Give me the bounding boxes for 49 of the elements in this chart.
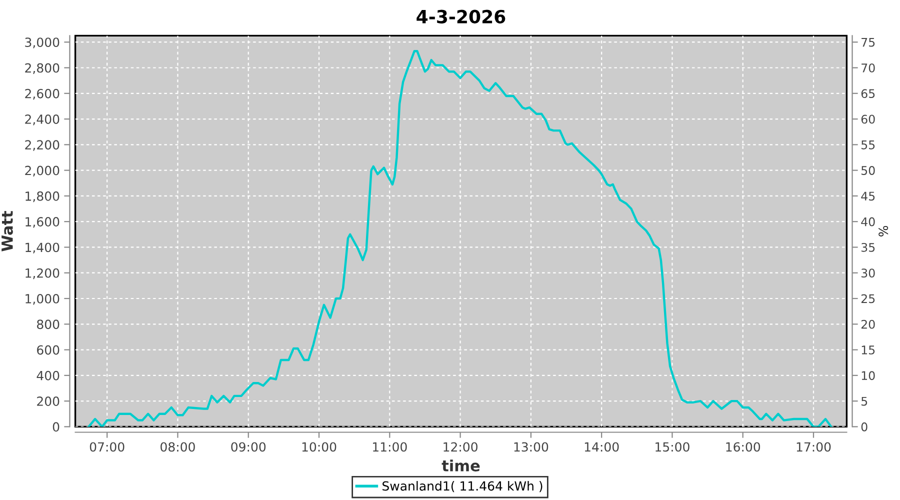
y2-tick-label: 50 (862, 166, 875, 175)
y-tick-label: 2,400 (25, 114, 60, 126)
y2-tick-label: 75 (862, 38, 875, 47)
y2-tick-label: 40 (861, 217, 875, 226)
x-tick-label: 13:00 (514, 442, 548, 452)
y-tick-label: 200 (37, 396, 60, 406)
y-axis-title: Watt (2, 210, 13, 252)
chart-title: 4-3-2026 (416, 10, 506, 24)
y2-tick-label: 55 (862, 140, 875, 150)
y-tick-label: 2,600 (25, 88, 60, 100)
y2-tick-label: 60 (861, 114, 875, 124)
y-tick-label: 3,000 (25, 38, 60, 48)
x-axis-title: time (442, 460, 480, 472)
y2-axis-title: % (878, 226, 888, 236)
y2-tick-label: 65 (861, 89, 875, 98)
y-tick-label: 1,600 (26, 217, 60, 228)
y-tick-label: 1,000 (26, 294, 60, 305)
y2-tick-label: 5 (862, 396, 868, 406)
y-tick-label: 800 (37, 320, 60, 330)
y-tick-label: 2,200 (25, 140, 60, 151)
y2-tick-label: 30 (861, 268, 875, 278)
x-tick-label: 15:00 (656, 442, 690, 452)
x-tick-label: 14:00 (584, 442, 619, 452)
x-tick-label: 09:00 (231, 442, 266, 452)
y2-tick-label: 20 (861, 320, 875, 329)
y-tick-label: 1,400 (26, 242, 60, 254)
y2-tick-label: 45 (861, 192, 875, 201)
y2-tick-label: 0 (861, 422, 868, 432)
y-tick-label: 2,800 (25, 63, 60, 74)
y-tick-label: 0 (52, 422, 60, 432)
x-tick-label: 17:00 (796, 442, 831, 452)
line-series (88, 50, 832, 427)
y-tick-label: 1,200 (26, 268, 60, 280)
y-tick-label: 1,800 (26, 191, 60, 202)
x-tick-label: 12:00 (444, 442, 478, 452)
y2-tick-label: 70 (862, 63, 875, 72)
y2-tick-label: 25 (861, 294, 875, 304)
x-tick-label: 07:00 (90, 442, 124, 452)
x-tick-label: 10:00 (302, 442, 336, 452)
y-tick-label: 2,000 (25, 166, 60, 177)
x-tick-label: 08:00 (160, 442, 195, 452)
y-tick-label: 400 (36, 370, 60, 380)
x-tick-label: 11:00 (373, 442, 407, 452)
legend-label: Swanland1( 11.464 kWh ) (382, 481, 542, 492)
y2-tick-label: 35 (861, 242, 875, 252)
y2-tick-label: 10 (862, 371, 875, 380)
x-tick-label: 16:00 (726, 442, 760, 452)
y-tick-label: 600 (37, 345, 60, 355)
y2-tick-label: 15 (862, 346, 875, 354)
